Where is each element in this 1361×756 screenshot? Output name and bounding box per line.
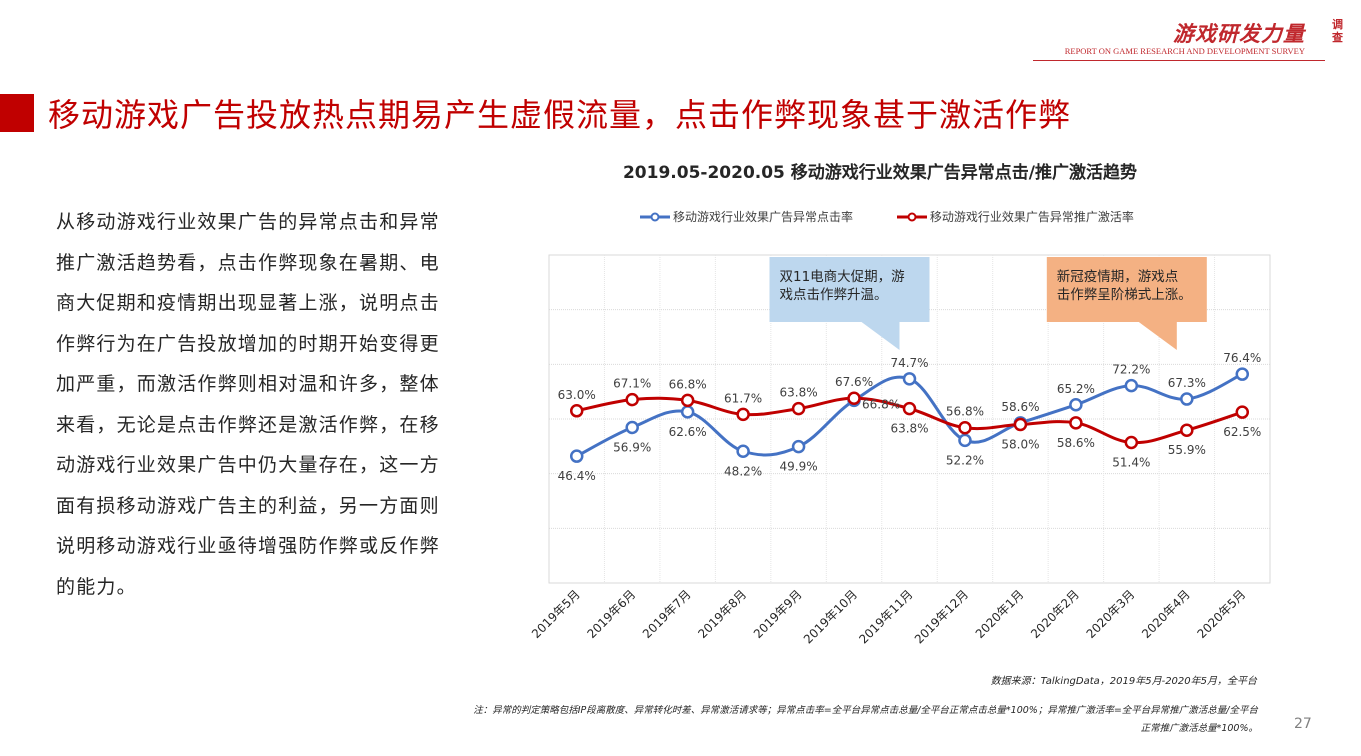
data-point-activation-rate [1069,416,1083,430]
data-source: 数据来源：TalkingData，2019年5月-2020年5月，全平台 [990,676,1257,687]
data-label: 62.5% [1223,425,1261,439]
data-point-click-rate [902,372,917,386]
data-label: 61.7% [724,391,762,405]
data-label: 66.8% [669,377,707,391]
data-label: 72.2% [1112,363,1150,377]
legend-item-activation-rate: 移动游戏行业效果广告异常推广激活率 [896,208,1134,225]
data-point-click-rate [625,420,639,435]
data-label: 62.6% [669,425,707,439]
data-point-activation-rate [847,391,861,405]
legend-marker-blue-icon [640,212,670,221]
data-label: 48.2% [724,464,762,478]
data-label: 56.9% [613,440,651,454]
data-label: 56.8% [946,405,984,419]
callout-text: 新冠疫情期，游戏点 [1057,269,1179,285]
x-tick-label: 2019年11月 [856,587,915,646]
data-point-activation-rate [736,407,750,422]
footnote: 注：异常的判定策略包括IP段离散度、异常转化时差、异常激活请求等；异常点击率=全… [378,702,1258,738]
data-label: 49.9% [780,460,818,474]
data-point-activation-rate [1235,405,1250,419]
data-label: 58.6% [1001,400,1039,414]
footnote-line-1: 注：异常的判定策略包括IP段离散度、异常转化时差、异常激活请求等；异常点击率=全… [473,705,1258,716]
data-point-activation-rate [958,420,972,435]
data-label: 63.8% [780,386,818,400]
data-point-click-rate [1124,378,1139,393]
legend-label-click-rate: 移动游戏行业效果广告异常点击率 [673,210,854,224]
x-tick-label: 2019年9月 [751,587,805,641]
data-point-activation-rate [902,401,917,416]
data-point-activation-rate [1013,417,1028,432]
data-point-activation-rate [1124,435,1139,450]
data-point-click-rate [791,439,806,454]
data-label: 58.6% [1057,436,1095,450]
title-accent-bar [0,94,34,132]
data-label: 67.3% [1168,376,1206,390]
data-label: 74.7% [890,356,928,370]
brand-divider [1033,60,1325,61]
chart-title: 2019.05-2020.05 移动游戏行业效果广告异常点击/推广激活趋势 [622,163,1138,183]
data-label: 67.6% [835,375,873,389]
footnote-line-2: 正常推广激活总量*100%。 [1140,723,1258,734]
data-point-activation-rate [625,392,639,407]
legend-item-click-rate: 移动游戏行业效果广告异常点击率 [640,208,853,225]
data-label: 46.4% [558,469,596,483]
legend-marker-red-icon [896,212,927,221]
brand-name-en: REPORT ON GAME RESEARCH AND DEVELOPMENT … [1064,46,1305,56]
data-label: 63.0% [558,388,596,402]
page-title: 移动游戏广告投放热点期易产生虚假流量，点击作弊现象甚于激活作弊 [48,96,1072,134]
brand-name-cn: 游戏研发力量 [1173,22,1305,46]
callout-covid [1046,257,1207,350]
callout-double11 [769,257,930,350]
data-point-activation-rate [680,393,695,408]
data-label: 65.2% [1057,382,1095,396]
data-label: 58.0% [1001,437,1039,451]
data-point-click-rate [736,444,750,459]
data-label: 55.9% [1168,443,1206,457]
data-label: 63.8% [890,422,928,436]
data-point-activation-rate [1180,423,1194,437]
x-tick-label: 2020年2月 [1028,587,1082,641]
brand-side-cn: 调查 [1332,18,1343,44]
data-label: 67.1% [613,377,651,391]
x-tick-label: 2019年8月 [695,587,749,641]
callout-text: 戏点击作弊升温。 [780,287,888,303]
body-paragraph: 从移动游戏行业效果广告的异常点击和异常推广激活趋势看，点击作弊现象在暑期、电商大… [56,211,440,598]
data-point-activation-rate [569,404,584,418]
data-point-activation-rate [791,401,806,416]
data-point-click-rate [1069,398,1083,412]
data-point-click-rate [1180,392,1194,406]
legend-label-activation-rate: 移动游戏行业效果广告异常推广激活率 [929,210,1134,224]
data-point-click-rate [958,433,972,448]
x-tick-label: 2020年1月 [973,587,1027,641]
data-point-click-rate [1235,367,1250,381]
x-tick-label: 2019年12月 [912,587,971,646]
x-tick-label: 2019年6月 [584,587,638,641]
x-tick-label: 2020年5月 [1195,587,1249,641]
callout-text: 双11电商大促期，游 [780,269,905,285]
data-point-click-rate [569,449,584,463]
data-label: 76.4% [1223,351,1261,365]
data-label: 66.8% [862,397,900,411]
x-tick-label: 2020年4月 [1139,587,1193,641]
x-tick-label: 2019年7月 [640,587,694,641]
data-label: 52.2% [946,453,984,467]
data-point-click-rate [680,405,695,419]
x-tick-label: 2020年3月 [1084,587,1138,641]
data-label: 51.4% [1112,456,1150,470]
callout-text: 击作弊呈阶梯式上涨。 [1057,287,1192,303]
chart-legend: 移动游戏行业效果广告异常点击率 移动游戏行业效果广告异常推广激活率 [640,208,1174,225]
x-tick-label: 2019年10月 [801,587,860,646]
x-tick-label: 2019年5月 [529,587,583,641]
page-number: 27 [1294,716,1312,732]
